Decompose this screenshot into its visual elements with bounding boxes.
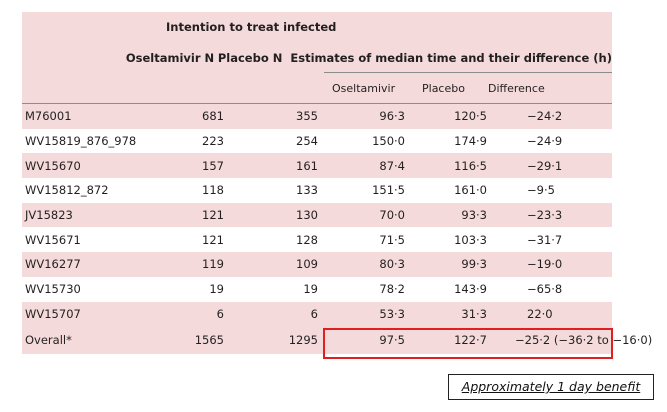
benefit-annotation: Approximately 1 day benefit	[448, 374, 654, 400]
placebo-time: 103·3	[454, 232, 487, 247]
placebo-n: 19	[303, 282, 318, 297]
header-row-sub: Oseltamivir Placebo Difference	[22, 73, 612, 103]
header-divider	[324, 72, 612, 73]
study-name: JV15823	[25, 208, 73, 223]
header-row-columns: Oseltamivir N Placebo N Estimates of med…	[22, 42, 612, 73]
placebo-time: 99·3	[461, 257, 487, 272]
table-row: WV16277 119 109 80·3 99·3 −19·0	[22, 252, 612, 277]
study-name: WV15707	[25, 306, 81, 321]
difference: −29·1	[527, 158, 563, 173]
oseltamivir-n: 119	[202, 257, 224, 272]
placebo-n: 133	[296, 183, 318, 198]
placebo-time: 116·5	[454, 158, 487, 173]
placebo-time: 120·5	[454, 109, 487, 124]
col-oseltamivir-n: Oseltamivir N	[125, 50, 215, 65]
placebo-n: 130	[296, 208, 318, 223]
difference: −24·2	[527, 109, 563, 124]
placebo-n: 109	[296, 257, 318, 272]
placebo-time: 143·9	[454, 282, 487, 297]
table-row: JV15823 121 130 70·0 93·3 −23·3	[22, 202, 612, 228]
placebo-time: 93·3	[461, 208, 487, 223]
sub-difference: Difference	[488, 81, 545, 95]
oseltamivir-time: 96·3	[379, 109, 405, 124]
study-name: WV15670	[25, 158, 81, 173]
oseltamivir-time: 151·5	[372, 183, 405, 198]
oseltamivir-time: 80·3	[379, 257, 405, 272]
difference: −25·2 (−36·2 to −16·0)	[515, 333, 653, 348]
table-row: WV15707 6 6 53·3 31·3 22·0	[22, 301, 612, 327]
group-title: Intention to treat infected	[166, 20, 337, 34]
placebo-n: 1295	[288, 333, 318, 348]
table-row: WV15812_872 118 133 151·5 161·0 −9·5	[22, 178, 612, 203]
header-row-group: Intention to treat infected	[22, 12, 612, 42]
table-row-overall: Overall* 1565 1295 97·5 122·7 −25·2 (−36…	[22, 326, 653, 355]
placebo-time: 161·0	[454, 183, 487, 198]
oseltamivir-time: 53·3	[379, 306, 405, 321]
difference: −23·3	[527, 208, 563, 223]
results-table: Intention to treat infected Oseltamivir …	[22, 12, 653, 355]
study-name: WV16277	[25, 257, 81, 272]
placebo-n: 128	[296, 232, 318, 247]
table-row: WV15819_876_978 223 254 150·0 174·9 −24·…	[22, 128, 612, 154]
sub-oseltamivir: Oseltamivir	[332, 81, 396, 95]
oseltamivir-n: 121	[202, 232, 224, 247]
oseltamivir-n: 157	[202, 158, 224, 173]
oseltamivir-n: 19	[209, 282, 224, 297]
difference: 22·0	[527, 306, 553, 321]
oseltamivir-time: 70·0	[379, 208, 405, 223]
table-row: WV15670 157 161 87·4 116·5 −29·1	[22, 153, 612, 179]
oseltamivir-n: 223	[202, 134, 224, 149]
placebo-time: 174·9	[454, 134, 487, 149]
oseltamivir-time: 97·5	[379, 333, 405, 348]
header-bottom-rule	[22, 103, 612, 104]
oseltamivir-n: 681	[202, 109, 224, 124]
oseltamivir-time: 78·2	[379, 282, 405, 297]
study-name: Overall*	[25, 333, 72, 348]
overall-highlight-box	[323, 328, 613, 359]
oseltamivir-time: 150·0	[372, 134, 405, 149]
placebo-time: 31·3	[461, 306, 487, 321]
difference: −31·7	[527, 232, 563, 247]
difference: −65·8	[527, 282, 563, 297]
difference: −24·9	[527, 134, 563, 149]
oseltamivir-time: 71·5	[379, 232, 405, 247]
study-name: WV15730	[25, 282, 81, 297]
sub-placebo: Placebo	[422, 81, 465, 95]
placebo-n: 355	[296, 109, 318, 124]
study-name: WV15812_872	[25, 183, 109, 198]
placebo-n: 254	[296, 134, 318, 149]
oseltamivir-n: 118	[202, 183, 224, 198]
placebo-n: 161	[296, 158, 318, 173]
oseltamivir-n: 6	[216, 306, 224, 321]
study-name: WV15671	[25, 232, 81, 247]
placebo-n: 6	[310, 306, 318, 321]
col-placebo-n: Placebo N	[217, 50, 283, 65]
study-name: WV15819_876_978	[25, 134, 137, 149]
study-name: M76001	[25, 109, 72, 124]
difference: −9·5	[527, 183, 555, 198]
table-row: M76001 681 355 96·3 120·5 −24·2	[22, 104, 612, 129]
difference: −19·0	[527, 257, 563, 272]
placebo-time: 122·7	[454, 333, 487, 348]
oseltamivir-n: 121	[202, 208, 224, 223]
oseltamivir-time: 87·4	[379, 158, 405, 173]
table-row: WV15671 121 128 71·5 103·3 −31·7	[22, 227, 612, 253]
estimates-title: Estimates of median time and their diffe…	[290, 50, 612, 65]
table-row: WV15730 19 19 78·2 143·9 −65·8	[22, 276, 612, 302]
oseltamivir-n: 1565	[194, 333, 224, 348]
